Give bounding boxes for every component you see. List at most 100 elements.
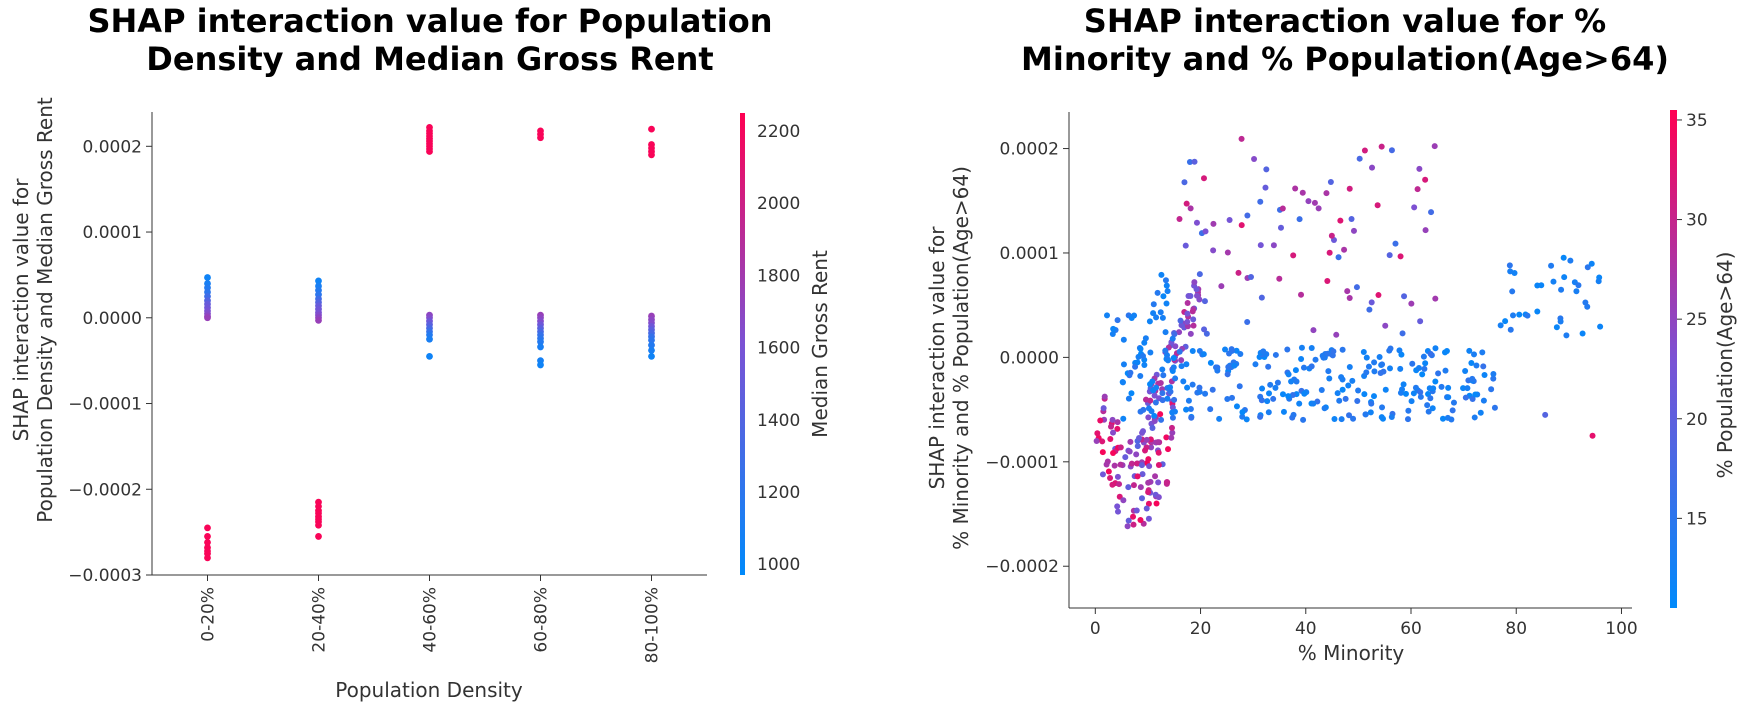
- right-data-point: [1386, 365, 1393, 372]
- right-data-point: [1171, 331, 1178, 338]
- left-x-tick-label: 20-40%: [310, 587, 330, 653]
- right-data-point: [1178, 363, 1185, 370]
- right-data-point: [1272, 384, 1279, 391]
- left-data-point: [537, 361, 544, 369]
- right-data-point: [1422, 360, 1429, 367]
- left-data-point: [204, 554, 211, 562]
- right-data-point: [1130, 482, 1137, 489]
- right-data-point: [1293, 378, 1300, 385]
- right-data-point: [1169, 335, 1176, 342]
- right-data-point: [1125, 484, 1132, 491]
- right-data-point: [1388, 147, 1395, 154]
- right-data-point: [1480, 363, 1487, 370]
- left-x-tick-label: 40-60%: [421, 587, 441, 653]
- right-data-point: [1191, 158, 1198, 165]
- right-data-point: [1120, 415, 1127, 422]
- right-data-point: [1428, 209, 1435, 216]
- right-data-point: [1405, 407, 1412, 414]
- left-colorbar-tick-label: 1400: [757, 411, 800, 431]
- left-x-tick-label: 60-80%: [532, 587, 552, 653]
- right-data-point: [1155, 462, 1162, 469]
- right-data-point: [1152, 399, 1159, 406]
- right-data-point: [1386, 252, 1393, 259]
- right-data-point: [1264, 398, 1271, 405]
- right-data-point: [1191, 279, 1198, 286]
- right-data-point: [1145, 500, 1152, 507]
- right-data-point: [1228, 346, 1235, 353]
- right-data-point: [1397, 253, 1404, 260]
- right-data-point: [1168, 434, 1175, 441]
- right-y-label-line2: % Minority and % Population(Age>64): [949, 166, 973, 550]
- right-data-point: [1235, 269, 1242, 276]
- right-data-point: [1170, 354, 1177, 361]
- right-data-point: [1155, 449, 1162, 456]
- right-data-point: [1290, 252, 1297, 259]
- right-data-point: [1339, 386, 1346, 393]
- right-data-point: [1202, 390, 1209, 397]
- right-data-point: [1392, 240, 1399, 247]
- right-data-point: [1366, 306, 1373, 313]
- right-data-point: [1207, 406, 1214, 413]
- right-data-point: [1377, 370, 1384, 377]
- right-data-point: [1374, 202, 1381, 209]
- right-data-point: [1180, 378, 1187, 385]
- right-data-point: [1344, 288, 1351, 295]
- right-data-point: [1444, 414, 1451, 421]
- right-data-point: [1400, 381, 1407, 388]
- right-data-point: [1189, 308, 1196, 315]
- right-data-point: [1183, 361, 1190, 368]
- right-data-point: [1516, 311, 1523, 318]
- right-data-point: [1176, 215, 1183, 222]
- right-data-point: [1111, 462, 1118, 469]
- right-data-point: [1415, 364, 1422, 371]
- right-data-point: [1243, 416, 1250, 423]
- right-chart-title: SHAP interaction value for % Minority an…: [990, 2, 1700, 78]
- right-data-point: [1361, 147, 1368, 154]
- right-data-point: [1408, 398, 1415, 405]
- right-data-point: [1466, 347, 1473, 354]
- right-data-point: [1550, 278, 1557, 285]
- right-data-point: [1201, 298, 1208, 305]
- right-data-point: [1159, 314, 1166, 321]
- left-data-point: [204, 539, 211, 546]
- right-data-point: [1584, 264, 1591, 271]
- right-data-point: [1333, 331, 1340, 338]
- right-data-point: [1134, 359, 1141, 366]
- right-data-point: [1298, 344, 1305, 351]
- right-data-point: [1252, 361, 1259, 368]
- right-data-point: [1323, 190, 1330, 197]
- right-data-point: [1460, 385, 1467, 392]
- right-data-point: [1145, 515, 1152, 522]
- right-data-point: [1159, 397, 1166, 404]
- left-data-point: [426, 148, 433, 155]
- right-data-point: [1326, 375, 1333, 382]
- right-data-point: [1149, 425, 1156, 432]
- right-colorbar-tick-label: 20: [1686, 410, 1708, 430]
- right-data-point: [1368, 400, 1375, 407]
- right-data-point: [1388, 414, 1395, 421]
- right-data-point: [1203, 330, 1210, 337]
- right-data-point: [1595, 278, 1602, 285]
- left-colorbar: [740, 113, 745, 575]
- right-data-point: [1353, 284, 1360, 291]
- right-data-point: [1417, 318, 1424, 325]
- right-data-point: [1119, 379, 1126, 386]
- right-x-tick-label: 60: [1400, 619, 1422, 639]
- right-data-point: [1094, 430, 1101, 437]
- right-data-point: [1134, 460, 1141, 467]
- right-data-point: [1236, 383, 1243, 390]
- right-data-point: [1160, 372, 1167, 379]
- right-data-point: [1151, 417, 1158, 424]
- right-data-point: [1244, 212, 1251, 219]
- right-data-point: [1239, 409, 1246, 416]
- right-data-point: [1296, 400, 1303, 407]
- right-data-point: [1335, 254, 1342, 261]
- left-points: [204, 124, 655, 562]
- right-data-point: [1183, 406, 1190, 413]
- right-data-point: [1325, 368, 1332, 375]
- right-data-point: [1371, 368, 1378, 375]
- right-data-point: [1160, 293, 1167, 300]
- right-data-point: [1155, 494, 1162, 501]
- right-data-point: [1414, 186, 1421, 193]
- right-data-point: [1158, 271, 1165, 278]
